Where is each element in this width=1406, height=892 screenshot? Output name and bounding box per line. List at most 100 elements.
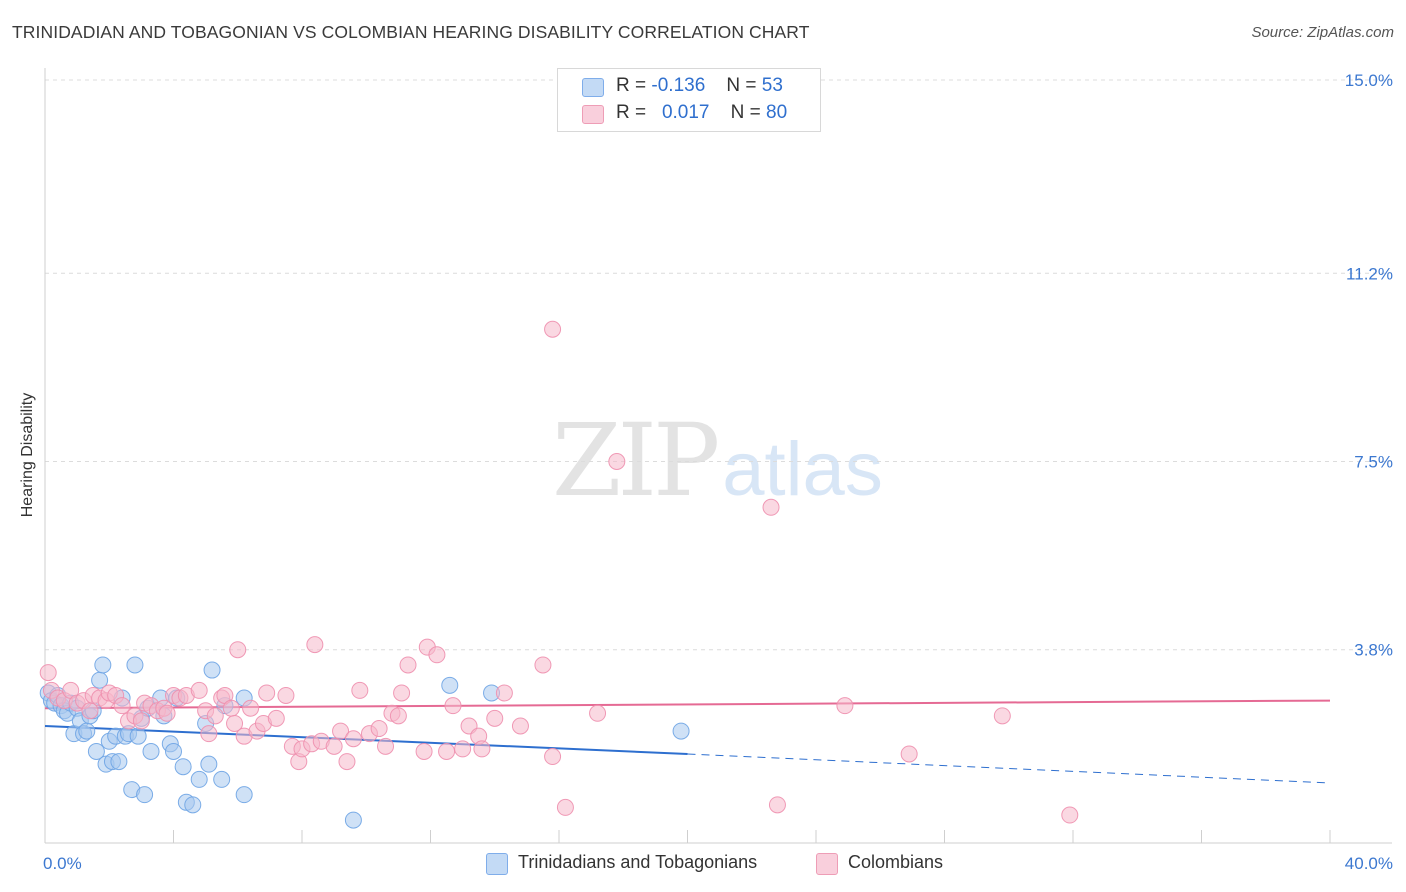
trend-line-colombian <box>44 699 1331 710</box>
point-colombian <box>229 641 247 659</box>
legend-n-label: N = <box>730 102 761 123</box>
x-tick-label: 0.0% <box>43 854 82 873</box>
point-colombian <box>306 636 324 654</box>
point-colombian <box>428 646 446 664</box>
source-credit: Source: ZipAtlas.com <box>1251 24 1394 41</box>
point-colombian <box>608 453 626 470</box>
point-colombian <box>399 656 417 674</box>
point-colombian <box>473 740 491 758</box>
point-trinidadian <box>110 753 128 771</box>
point-colombian <box>351 681 369 699</box>
legend-text-trinidadian: R = -0.136 N = 53 <box>616 75 783 97</box>
point-colombian <box>589 704 607 722</box>
point-colombian <box>338 753 356 771</box>
point-colombian <box>534 656 552 674</box>
legend-swatch-trinidadian <box>582 78 604 97</box>
point-colombian <box>495 684 513 702</box>
legend-r-value: -0.136 <box>651 75 706 96</box>
legend-swatch-colombian <box>582 105 604 124</box>
point-colombian <box>113 697 131 715</box>
point-trinidadian <box>174 758 192 776</box>
point-colombian <box>258 684 276 702</box>
trend-line-trinidadian-extension <box>687 753 1331 784</box>
point-trinidadian <box>136 786 154 804</box>
point-trinidadian <box>129 727 147 745</box>
point-colombian <box>393 684 411 702</box>
point-colombian <box>242 699 260 717</box>
point-trinidadian <box>184 796 202 814</box>
point-colombian <box>544 748 562 766</box>
point-colombian <box>277 686 295 704</box>
point-colombian <box>344 730 362 748</box>
point-colombian <box>132 712 150 730</box>
bottom-legend-label-trinidadian: Trinidadians and Tobagonians <box>518 852 758 872</box>
y-tick-label: 11.2% <box>1346 264 1393 283</box>
watermark-atlas: atlas <box>722 427 883 512</box>
point-trinidadian <box>94 656 112 674</box>
point-colombian <box>836 697 854 715</box>
point-trinidadian <box>87 742 105 760</box>
x-tick-label: 40.0% <box>1345 854 1393 873</box>
point-colombian <box>370 720 388 738</box>
y-tick-label: 3.8% <box>1354 641 1393 660</box>
point-trinidadian <box>672 722 690 740</box>
point-colombian <box>438 742 456 760</box>
point-colombian <box>768 796 786 814</box>
point-colombian <box>222 699 240 717</box>
point-colombian <box>762 498 780 516</box>
legend-text-colombian: R = 0.017 N = 80 <box>616 102 787 124</box>
bottom-legend-swatch-colombian <box>816 853 838 875</box>
point-colombian <box>206 707 224 725</box>
point-trinidadian <box>142 742 160 760</box>
watermark: ZIPatlas <box>552 402 883 519</box>
point-colombian <box>993 707 1011 725</box>
point-colombian <box>454 740 472 758</box>
correlation-legend: R = -0.136 N = 53 R = 0.017 N = 80 <box>557 68 821 132</box>
point-colombian <box>415 742 433 760</box>
point-colombian <box>267 709 285 727</box>
point-colombian <box>389 707 407 725</box>
point-trinidadian <box>203 661 221 679</box>
point-trinidadian <box>213 770 231 788</box>
legend-n-label: N = <box>726 75 757 96</box>
point-colombian <box>1061 806 1079 824</box>
point-colombian <box>544 320 562 338</box>
point-trinidadian <box>78 722 96 740</box>
point-trinidadian <box>235 786 253 804</box>
legend-r-label: R = <box>616 75 647 96</box>
point-trinidadian <box>190 770 208 788</box>
point-colombian <box>325 737 343 755</box>
legend-r-label: R = <box>616 102 647 123</box>
y-tick-label: 7.5% <box>1354 453 1393 472</box>
point-colombian <box>226 714 244 732</box>
point-colombian <box>39 664 57 682</box>
point-colombian <box>556 798 574 816</box>
tick-labels: 3.8% 7.5% 11.2% 15.0% 0.0% 40.0% <box>43 71 1393 873</box>
legend-n-value: 53 <box>761 75 783 96</box>
point-colombian <box>377 737 395 755</box>
legend-n-value: 80 <box>766 102 788 123</box>
point-trinidadian <box>344 811 362 829</box>
point-trinidadian <box>165 742 182 760</box>
point-colombian <box>190 681 208 699</box>
point-trinidadian <box>200 755 218 773</box>
point-colombian <box>200 725 218 743</box>
point-colombian <box>444 697 462 715</box>
point-colombian <box>486 709 504 727</box>
watermark-zip: ZIP <box>552 402 720 519</box>
point-trinidadian <box>126 656 144 674</box>
point-trinidadian <box>441 676 459 694</box>
y-tick-label: 15.0% <box>1345 71 1393 90</box>
chart-title: TRINIDADIAN AND TOBAGONIAN VS COLOMBIAN … <box>12 22 810 42</box>
bottom-legend-swatch-trinidadian <box>486 853 508 875</box>
data-points <box>39 320 1079 829</box>
point-colombian <box>158 704 176 722</box>
point-colombian <box>332 722 350 740</box>
axes <box>44 68 1392 844</box>
point-colombian <box>900 745 918 763</box>
point-colombian <box>511 717 529 735</box>
bottom-legend-label-colombian: Colombians <box>848 852 944 872</box>
legend-r-value: 0.017 <box>661 102 710 123</box>
grid-lines <box>45 79 1392 651</box>
